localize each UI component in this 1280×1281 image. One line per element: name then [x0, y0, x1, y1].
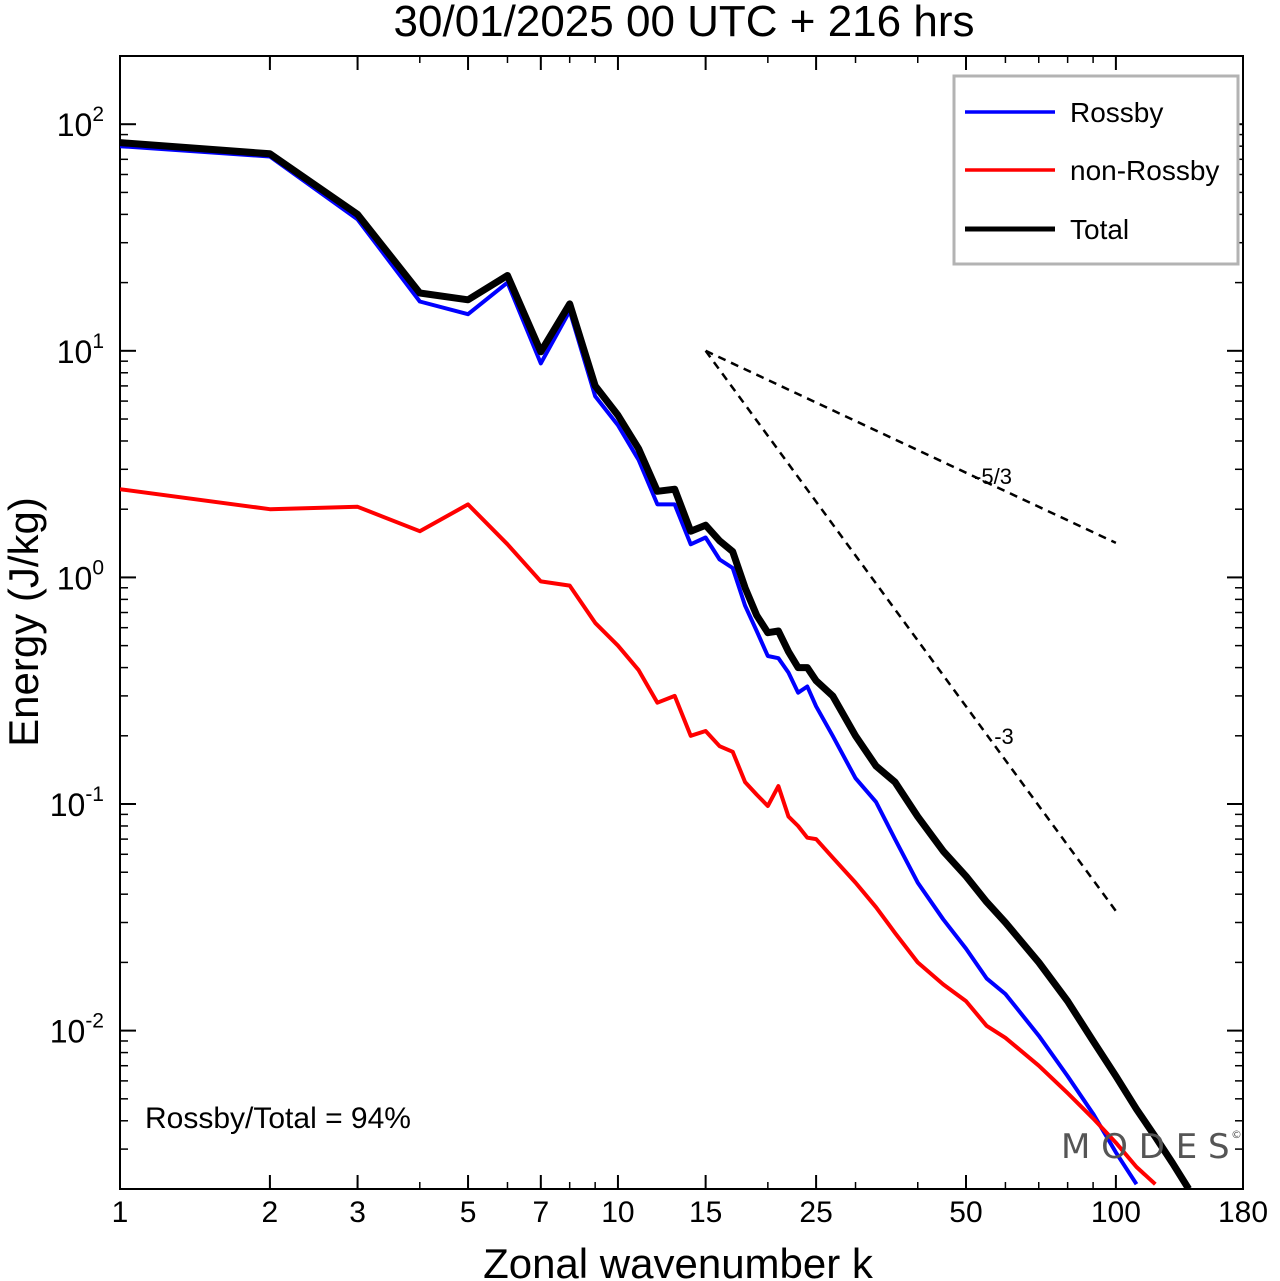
y-tick-label: 10-2 [50, 1010, 104, 1050]
legend-label: non-Rossby [1070, 155, 1219, 186]
reference-line-five-thirds [705, 349, 1117, 545]
x-axis-label: Zonal wavenumber k [483, 1240, 874, 1281]
x-tick-label: 100 [1091, 1196, 1141, 1229]
ratio-annotation: Rossby/Total = 94% [145, 1102, 411, 1135]
series-layer [120, 139, 1192, 1189]
x-tick-label: 1 [112, 1196, 129, 1229]
plot-frame [119, 55, 1244, 1190]
modes-watermark: M O D E S [1061, 1127, 1230, 1167]
plot-area [119, 55, 1244, 1190]
x-axis-ticks: 1 2 3 5 7 10 15 25 50 100 180 [112, 56, 1268, 1229]
legend-label: Total [1070, 214, 1129, 245]
reference-line-label: -3 [994, 724, 1014, 749]
x-tick-label: 5 [460, 1196, 477, 1229]
reference-slope-lines: -5/3 -3 [704, 349, 1117, 912]
reference-line-label: -5/3 [974, 464, 1012, 489]
x-tick-label: 15 [689, 1196, 722, 1229]
y-tick-label: 101 [57, 330, 104, 370]
x-tick-label: 7 [532, 1196, 549, 1229]
copyright-mark: © [1231, 1128, 1242, 1141]
y-tick-label: 100 [57, 556, 104, 596]
x-tick-label: 10 [601, 1196, 634, 1229]
y-tick-label: 102 [57, 103, 104, 143]
legend: Rossby non-Rossby Total [952, 74, 1240, 266]
x-tick-label: 180 [1218, 1196, 1268, 1229]
reference-line-three [704, 350, 1117, 912]
chart-title: 30/01/2025 00 UTC + 216 hrs [394, 0, 975, 46]
y-axis-label: Energy (J/kg) [0, 497, 47, 747]
legend-label: Rossby [1070, 97, 1163, 128]
series-line-rossby [120, 144, 1139, 1186]
x-tick-label: 2 [262, 1196, 279, 1229]
x-tick-label: 50 [949, 1196, 982, 1229]
x-tick-label: 3 [349, 1196, 366, 1229]
y-tick-label: 10-1 [50, 783, 104, 823]
x-tick-label: 25 [799, 1196, 832, 1229]
series-line-total [120, 139, 1192, 1189]
series-line-non-rossby [120, 487, 1157, 1186]
